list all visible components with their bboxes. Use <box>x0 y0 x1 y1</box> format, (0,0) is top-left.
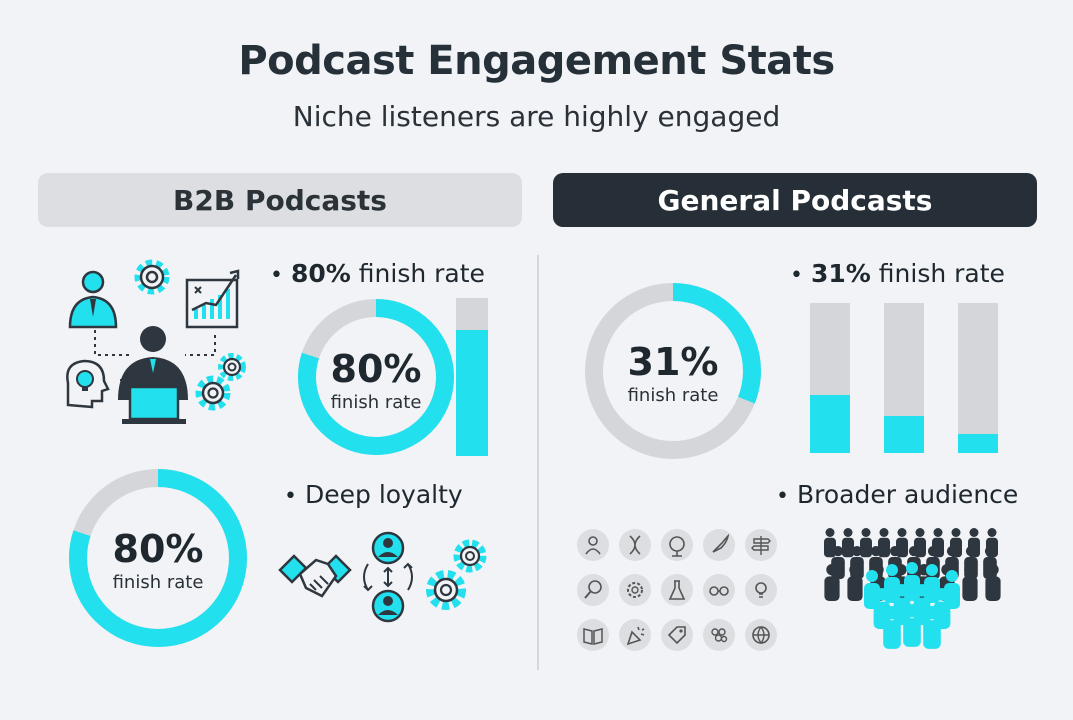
crowd-person <box>847 564 863 602</box>
donut-caption: finish rate <box>112 572 204 593</box>
crowd-person <box>924 564 940 603</box>
page-title: Podcast Engagement Stats <box>238 38 835 84</box>
crowd-person <box>883 606 901 649</box>
dna-icon <box>618 528 652 562</box>
gear-icon <box>134 259 170 295</box>
glasses-icon <box>702 573 736 607</box>
globe-icon <box>660 528 694 562</box>
general-level-bar-fill <box>884 415 924 453</box>
bullet-dot: • <box>270 263 283 288</box>
b2b-section-header: B2B Podcasts <box>38 173 522 227</box>
crowd-person <box>824 528 836 558</box>
donut-value-arc <box>585 283 761 459</box>
book-icon <box>576 618 610 652</box>
crowd-person <box>824 564 840 602</box>
general-level-bar-fill <box>958 433 998 453</box>
crowd-person <box>884 564 900 603</box>
crowd-person <box>903 604 921 647</box>
crowd-person <box>860 528 872 558</box>
donut-percent: 80% <box>112 527 204 571</box>
gears-icon <box>426 539 487 610</box>
crowd-person <box>842 528 854 558</box>
general-level-bar-1 <box>810 303 850 453</box>
signpost-icon <box>744 528 778 562</box>
b2b-loyalty-bullet: • Deep loyalty <box>284 480 463 509</box>
general-level-bar-fill <box>810 394 850 453</box>
tag-icon <box>660 618 694 652</box>
laptop-worker-icon <box>118 326 188 424</box>
general-level-bar-2 <box>884 303 924 453</box>
donut-percent: 80% <box>330 347 422 391</box>
b2b-level-bar-fill <box>456 329 488 456</box>
b2b-finish-value: 80% <box>290 259 351 288</box>
crowd-person <box>985 564 1001 602</box>
general-section-header: General Podcasts <box>553 173 1037 227</box>
donut-value-arc <box>69 469 247 647</box>
user-exchange-icon <box>363 531 413 623</box>
section-divider <box>537 255 539 670</box>
donut-caption: finish rate <box>627 385 719 406</box>
person-icon <box>576 528 610 562</box>
gears-icon <box>195 353 246 411</box>
crowd-person <box>913 584 931 625</box>
general-level-bar-3 <box>958 303 998 453</box>
bullet-dot: • <box>776 484 789 509</box>
web-globe-icon <box>744 618 778 652</box>
b2b-loyalty-text: Deep loyalty <box>304 480 463 509</box>
general-finish-bullet: • 31% finish rate <box>790 259 1005 288</box>
general-audience-text: Broader audience <box>796 480 1019 509</box>
donut-value-arc <box>298 299 454 455</box>
general-finish-value: 31% <box>810 259 871 288</box>
idea-head-icon <box>66 359 110 409</box>
general-donut-label: 31% finish rate <box>583 343 763 405</box>
loyalty-illustration <box>276 526 496 626</box>
magnifier-icon <box>576 573 610 607</box>
crowd-person <box>878 528 890 558</box>
interest-icon-grid <box>576 528 791 656</box>
donut-percent: 31% <box>627 340 719 384</box>
general-audience-bullet: • Broader audience <box>776 480 1018 509</box>
grapes-icon <box>702 618 736 652</box>
b2b-donut-top-label: 80% finish rate <box>296 350 456 412</box>
handshake-icon <box>278 554 352 598</box>
b2b-donut-top: 80% finish rate <box>296 297 456 457</box>
professional-person-icon <box>68 270 118 329</box>
b2b-finish-bullet: • 80% finish rate <box>270 259 485 288</box>
general-section-label: General Podcasts <box>657 183 933 217</box>
crowd-person <box>893 584 911 625</box>
donut-caption: finish rate <box>330 392 422 413</box>
b2b-level-bar <box>456 298 488 456</box>
bullet-dot: • <box>790 263 803 288</box>
party-popper-icon <box>618 618 652 652</box>
general-finish-text: finish rate <box>878 259 1005 288</box>
b2b-finish-text: finish rate <box>358 259 485 288</box>
crowd-person <box>923 606 941 649</box>
general-donut: 31% finish rate <box>583 281 763 461</box>
b2b-donut-bottom-label: 80% finish rate <box>66 530 250 592</box>
lightbulb-icon <box>744 573 778 607</box>
b2b-section-label: B2B Podcasts <box>173 183 387 217</box>
crowd-person <box>904 562 920 601</box>
chart-board-icon <box>185 269 240 329</box>
b2b-illustration <box>60 255 260 430</box>
crowd-person <box>962 564 978 602</box>
rocket-icon <box>702 528 736 562</box>
page-subtitle: Niche listeners are highly engaged <box>292 100 781 133</box>
bullet-dot: • <box>284 484 297 509</box>
crowd-icon <box>820 526 1004 660</box>
gear-head-icon <box>618 573 652 607</box>
b2b-donut-bottom: 80% finish rate <box>66 466 250 650</box>
flask-icon <box>660 573 694 607</box>
